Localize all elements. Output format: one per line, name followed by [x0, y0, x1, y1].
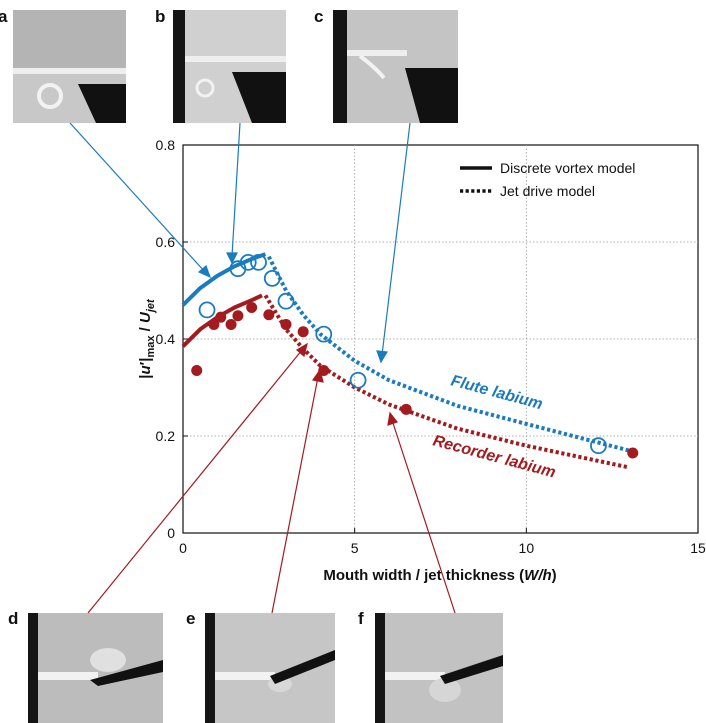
legend-label-dotted: Jet drive model	[500, 183, 595, 199]
y-title-bar: |	[137, 375, 154, 379]
y-tick-label: 0.8	[156, 137, 176, 153]
photo-c	[333, 10, 458, 123]
y-title-slash: /	[137, 323, 154, 336]
x-title-close: )	[552, 567, 557, 584]
legend: Discrete vortex model Jet drive model	[460, 160, 635, 199]
connector-a	[69, 122, 206, 273]
panel-letter-c: c	[314, 7, 323, 26]
connector-d	[87, 349, 303, 614]
recorder-data-point	[400, 403, 412, 415]
flute-data-point	[349, 371, 367, 389]
ticks: 0 5 10 15 0 0.2 0.4 0.6 0.8	[156, 137, 706, 556]
legend-label-solid: Discrete vortex model	[500, 160, 635, 176]
recorder-data-point	[263, 309, 275, 321]
y-tick-label: 0.4	[156, 331, 176, 347]
x-tick-label: 0	[179, 540, 187, 556]
connector-c	[381, 122, 411, 356]
connector-f	[391, 419, 456, 614]
flute-data-point	[198, 301, 216, 319]
y-tick-label: 0.2	[156, 428, 176, 444]
y-title-jet: jet	[145, 298, 157, 314]
y-tick-label: 0.6	[156, 234, 176, 250]
recorder-data-point	[208, 318, 220, 330]
arrowhead-a	[197, 264, 212, 279]
series-markers	[191, 253, 639, 459]
flute-data-point	[277, 292, 295, 310]
arrowhead-b	[226, 252, 238, 265]
y-axis-title: |u′|max / Ujet	[137, 298, 157, 379]
plot-area: 0 5 10 15 0 0.2 0.4 0.6 0.8	[156, 137, 706, 556]
flute-data-point	[315, 325, 333, 343]
photo-b	[173, 10, 286, 123]
x-title-var: W/h	[524, 567, 552, 584]
arrowhead-c	[376, 350, 389, 364]
panel-letter-e: e	[186, 609, 195, 628]
x-title-main: Mouth width / jet thickness (	[323, 567, 524, 584]
flute-data-point	[590, 437, 607, 455]
x-tick-label: 10	[519, 540, 535, 556]
flute-data-point	[250, 253, 267, 271]
panel-letter-f: f	[358, 609, 364, 628]
plot-frame	[182, 144, 699, 534]
recorder-data-point	[297, 326, 309, 338]
recorder-data-point	[232, 310, 244, 322]
photo-d	[28, 613, 163, 723]
arrowhead-f	[387, 411, 398, 426]
grid	[183, 145, 698, 533]
x-axis-title: Mouth width / jet thickness (W/h)	[323, 567, 556, 584]
panel-letter-a: a	[0, 7, 8, 26]
y-title-u: u	[137, 365, 154, 374]
x-tick-label: 5	[351, 540, 359, 556]
arrowhead-d	[295, 342, 308, 358]
recorder-data-point	[215, 311, 227, 323]
photo-f	[375, 613, 503, 723]
connectors	[69, 122, 456, 614]
panel-letter-b: b	[155, 7, 165, 26]
panel-letter-d: d	[8, 609, 18, 628]
y-title-prime: ′|	[137, 358, 154, 366]
y-tick-label: 0	[167, 525, 175, 541]
recorder-data-point	[280, 318, 292, 330]
photo-e	[205, 613, 335, 723]
recorder-data-point	[225, 318, 237, 330]
y-title-sub: max	[145, 335, 157, 358]
x-tick-label: 15	[690, 540, 706, 556]
connector-e	[271, 376, 319, 614]
recorder-solid-line	[181, 293, 263, 348]
arrowhead-e	[311, 368, 324, 383]
y-title-U: U	[137, 311, 154, 323]
flute-dotted-line	[267, 255, 630, 453]
flute-data-point	[239, 253, 257, 271]
recorder-data-point	[246, 301, 258, 313]
photo-a	[13, 10, 126, 123]
flute-data-point	[263, 269, 281, 287]
recorder-data-point	[191, 365, 203, 377]
recorder-data-point	[627, 447, 639, 459]
connector-b	[231, 122, 241, 257]
